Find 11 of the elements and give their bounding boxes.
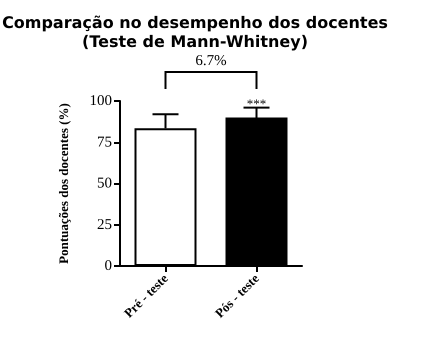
text: 6.7% bbox=[195, 53, 227, 70]
y-tick-label: 75 bbox=[97, 134, 112, 150]
annotation: *** bbox=[246, 96, 266, 112]
y-tick-label: 25 bbox=[97, 216, 112, 233]
y-tick-label: 100 bbox=[90, 93, 112, 109]
y-tick-label: 50 bbox=[97, 176, 112, 192]
y-tick-label: 0 bbox=[104, 258, 112, 274]
x-tick-label: Pós - teste bbox=[212, 270, 262, 321]
x-tick-label: Pré - teste bbox=[120, 270, 171, 321]
chart-title: Comparação no desempenho dos docentes (Teste de Mann-Whitney) bbox=[2, 13, 388, 51]
y-axis-title: Pontuações dos docentes (%) bbox=[56, 103, 71, 264]
